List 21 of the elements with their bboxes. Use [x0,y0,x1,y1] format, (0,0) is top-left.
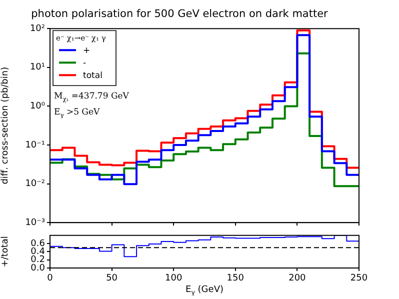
x-tick-label: 50 [106,274,118,284]
y-axis-title: +/total [0,236,11,268]
x-tick-label: 0 [47,274,54,284]
x-tick-label: 150 [226,274,244,284]
y-tick-label: 10⁻² [25,179,46,190]
chart-title: photon polarisation for 500 GeV electron on dark matter [31,8,329,20]
x-tick-label: 250 [350,274,368,284]
y-tick-label: 0.6 [30,238,46,249]
x-tick-label: 100 [165,274,182,284]
y-tick-label: 0.0 [30,263,46,274]
y-tick-label: 0.2 [30,255,45,266]
y-tick-label: 10⁻¹ [25,140,46,150]
y-tick-label: 10² [30,24,46,34]
y-axis-title: diff. cross-section (pb/bin) [0,66,11,184]
y-tick-label: 10⁰ [30,102,46,112]
legend-label: total [83,71,102,82]
y-tick-label: 10¹ [30,62,46,73]
x-tick-label: 200 [288,274,306,284]
legend-label: - [83,58,86,69]
y-tick-label: 10⁻³ [25,218,46,228]
legend-label: + [83,46,90,56]
